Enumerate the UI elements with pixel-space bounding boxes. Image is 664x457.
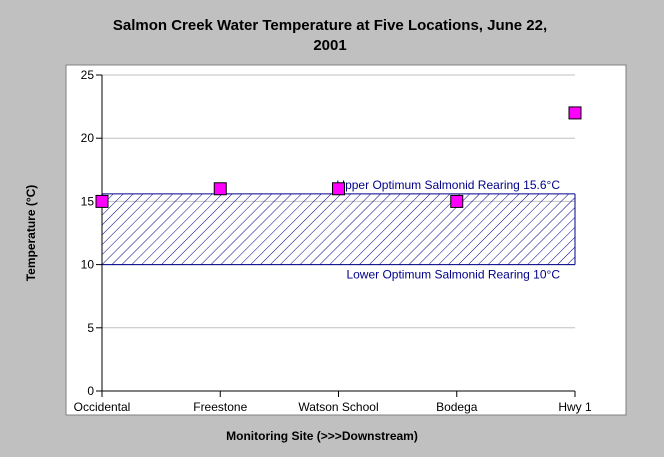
- y-tick-label: 25: [81, 68, 95, 82]
- lower-optimum-label: Lower Optimum Salmonid Rearing 10°C: [346, 268, 560, 282]
- data-point-watson-school: [332, 182, 345, 196]
- upper-optimum-label: Upper Optimum Salmonid Rearing 15.6°C: [336, 178, 560, 192]
- y-tick-label: 5: [87, 321, 94, 335]
- chart-title-line2: 2001: [313, 37, 346, 54]
- x-axis-title: Monitoring Site (>>>Downstream): [226, 429, 418, 443]
- y-tick-label: 15: [81, 194, 95, 208]
- y-tick-label: 0: [87, 384, 94, 398]
- data-point-occidental: [95, 194, 109, 208]
- x-tick-label: Freestone: [193, 400, 247, 414]
- x-tick-label: Occidental: [74, 400, 131, 414]
- optimum-band-fill: [102, 193, 575, 265]
- y-axis-title: Temperature (°C): [24, 185, 38, 282]
- data-points: [95, 106, 582, 208]
- y-tick-label: 10: [81, 258, 95, 272]
- tick-labels: 0 5 10 15 20 25 Occidental Freestone Watson Scho…: [74, 68, 592, 414]
- data-point-hwy-1: [568, 106, 582, 120]
- optimum-band-group: Upper Optimum Salmonid Rearing 15.6°C Low…: [102, 178, 576, 282]
- x-tick-label: Watson School: [298, 400, 378, 414]
- y-tick-label: 20: [81, 131, 95, 145]
- data-point-freestone: [213, 182, 227, 196]
- chart-title-line1: Salmon Creek Water Temperature at Five L…: [113, 17, 547, 34]
- data-point-bodega: [450, 194, 464, 208]
- x-tick-label: Hwy 1: [558, 400, 592, 414]
- x-tick-label: Bodega: [436, 400, 478, 414]
